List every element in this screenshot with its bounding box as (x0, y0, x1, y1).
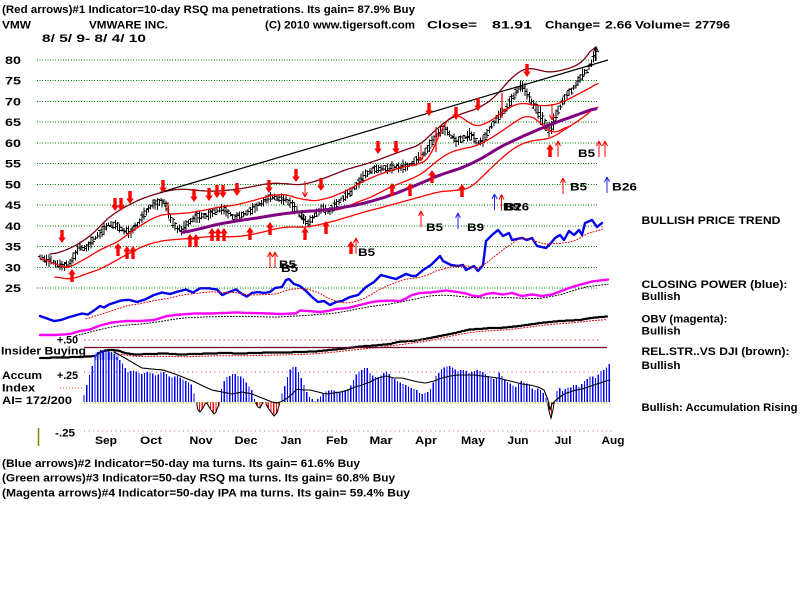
svg-text:BULLISH PRICE TREND: BULLISH PRICE TREND (642, 215, 781, 227)
svg-text:25: 25 (5, 283, 21, 295)
svg-text:B26: B26 (505, 202, 529, 214)
svg-text:Volume=: Volume= (635, 20, 690, 32)
svg-text:Oct: Oct (140, 435, 162, 447)
svg-text:60: 60 (5, 138, 21, 150)
svg-text:Bullish: Accumulation Rising: Bullish: Accumulation Rising (642, 402, 798, 414)
svg-text:AI= 172/200: AI= 172/200 (2, 395, 72, 407)
svg-text:Close=: Close= (427, 20, 477, 32)
svg-text:27796: 27796 (695, 20, 730, 32)
svg-text:80: 80 (5, 55, 21, 67)
svg-text:OBV (magenta):: OBV (magenta): (642, 314, 728, 326)
svg-text:Dec: Dec (235, 435, 258, 447)
svg-text:Feb: Feb (326, 435, 348, 447)
svg-text:+.25: +.25 (57, 370, 78, 382)
svg-text:B5: B5 (281, 263, 298, 275)
svg-text:May: May (461, 435, 486, 447)
svg-text:B5: B5 (426, 222, 443, 234)
svg-text:45: 45 (5, 200, 21, 212)
svg-text:55: 55 (5, 159, 21, 171)
svg-text:Insider Buying: Insider Buying (1, 346, 86, 358)
svg-text:REL.STR..VS DJI (brown):: REL.STR..VS DJI (brown): (642, 346, 790, 358)
svg-text:(Red arrows)#1 Indicator=10-da: (Red arrows)#1 Indicator=10-day RSQ ma p… (2, 4, 416, 16)
svg-text:Change=: Change= (545, 20, 600, 32)
svg-text:VMW: VMW (2, 20, 32, 32)
svg-text:(Green arrows)#3 Indicator=50-: (Green arrows)#3 Indicator=50-day RSQ ma… (2, 473, 396, 485)
svg-text:B9: B9 (467, 222, 484, 234)
svg-text:65: 65 (5, 117, 21, 129)
svg-text:8/ 5/ 9- 8/ 4/ 10: 8/ 5/ 9- 8/ 4/ 10 (42, 33, 146, 45)
svg-text:(Magenta arrows)#4 Indicator=5: (Magenta arrows)#4 Indicator=50-day IPA … (2, 488, 411, 500)
svg-text:B26: B26 (612, 182, 637, 194)
svg-text:50: 50 (5, 179, 21, 191)
svg-text:30: 30 (5, 262, 21, 274)
svg-text:(Blue arrows)#2 Indicator=50-d: (Blue arrows)#2 Indicator=50-day ma turn… (2, 458, 361, 470)
svg-text:35: 35 (5, 242, 21, 254)
svg-text:B5: B5 (358, 247, 375, 259)
svg-text:B9: B9 (503, 202, 520, 214)
svg-text:70: 70 (5, 96, 21, 108)
svg-text:Index: Index (2, 383, 36, 395)
svg-text:(C) 2010 www.tigersoft.com: (C) 2010 www.tigersoft.com (265, 20, 415, 32)
svg-text:-.25: -.25 (55, 428, 75, 440)
svg-text:B5: B5 (279, 259, 296, 271)
svg-text:40: 40 (5, 221, 21, 233)
svg-text:Jul: Jul (555, 435, 572, 447)
svg-text:Sep: Sep (95, 435, 117, 447)
svg-text:75: 75 (5, 76, 21, 88)
svg-text:Bullish: Bullish (642, 291, 681, 303)
svg-text:Jan: Jan (281, 435, 302, 447)
svg-text:+.50: +.50 (57, 335, 78, 347)
svg-text:Nov: Nov (190, 435, 214, 447)
svg-text:VMWARE INC.: VMWARE INC. (89, 20, 168, 32)
svg-text:Apr: Apr (415, 435, 438, 447)
svg-text:Bullish: Bullish (642, 360, 681, 372)
svg-text:81.91: 81.91 (492, 20, 532, 32)
svg-text:CLOSING POWER (blue):: CLOSING POWER (blue): (642, 279, 788, 291)
svg-text:Mar: Mar (370, 435, 394, 447)
svg-text:Accum: Accum (2, 370, 42, 382)
svg-text:2.66: 2.66 (605, 20, 632, 32)
svg-text:B5: B5 (578, 148, 595, 160)
svg-text:Bullish: Bullish (642, 326, 681, 338)
svg-text:B5: B5 (570, 182, 587, 194)
svg-text:Aug: Aug (602, 435, 625, 447)
svg-text:Jun: Jun (508, 435, 529, 447)
